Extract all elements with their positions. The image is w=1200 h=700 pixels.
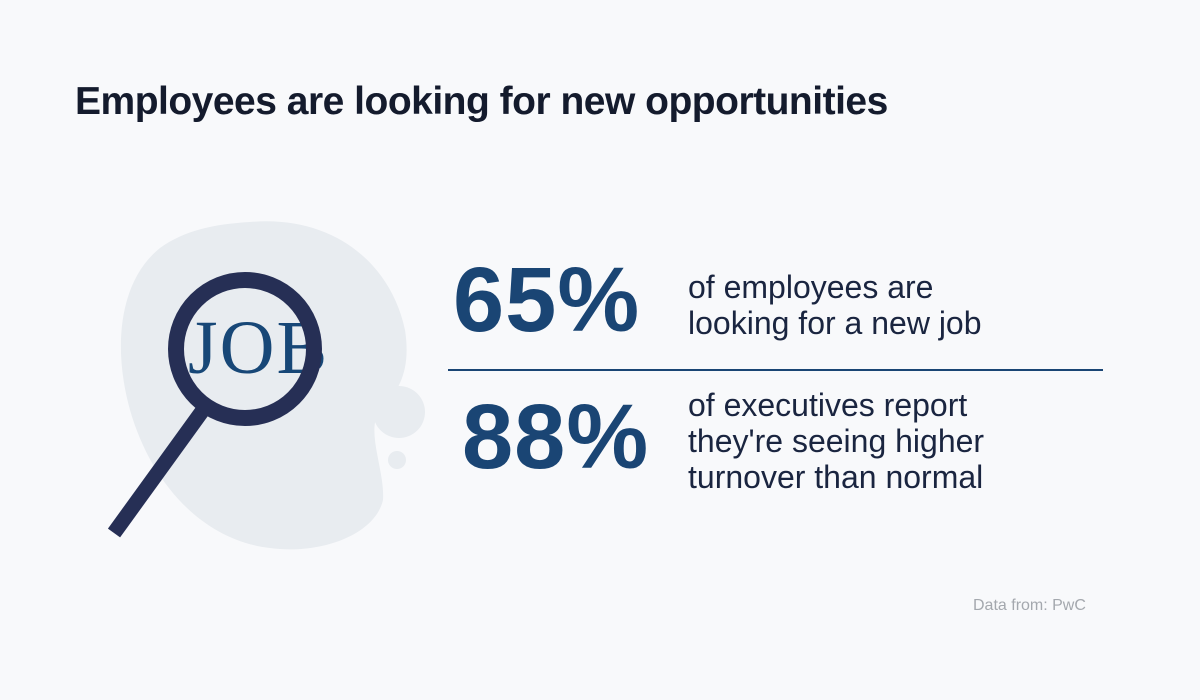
bubble-small bbox=[388, 451, 406, 469]
magnifier-handle bbox=[107, 405, 210, 538]
stat-line: of executives report bbox=[688, 387, 968, 423]
stat-line: looking for a new job bbox=[688, 305, 982, 341]
source-note: Data from: PwC bbox=[973, 597, 1086, 614]
stat-line: they're seeing higher bbox=[688, 423, 985, 459]
stat-description-2: of executives report they're seeing high… bbox=[688, 387, 984, 495]
divider bbox=[448, 369, 1103, 371]
stat-line: turnover than normal bbox=[688, 459, 984, 495]
page-title: Employees are looking for new opportunit… bbox=[75, 80, 888, 123]
stat-description-1: of employees are looking for a new job bbox=[688, 269, 982, 341]
stat-line: of employees are bbox=[688, 269, 934, 305]
stat-value-88: 88% bbox=[462, 386, 650, 488]
bubble-large bbox=[373, 386, 425, 438]
stat-value-65: 65% bbox=[453, 249, 641, 351]
magnifier-icon bbox=[168, 272, 322, 426]
